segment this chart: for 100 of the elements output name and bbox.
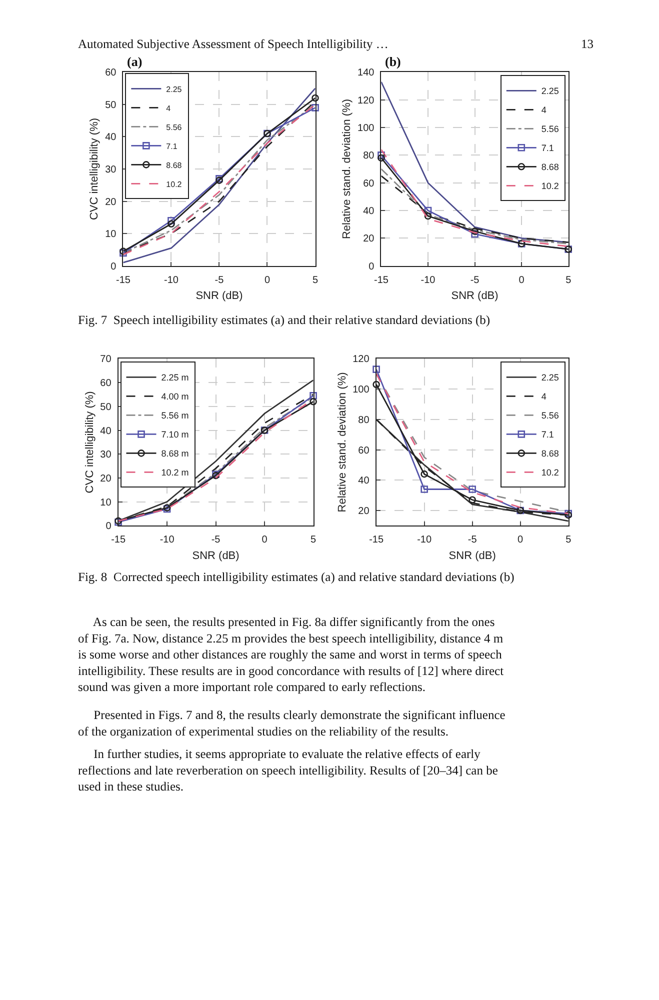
legend-label: 10.2 [166,180,182,189]
y-axis-title: Relative stand. deviation (%) [341,99,354,240]
point [424,206,432,214]
y-tick-label: 0 [368,261,375,272]
x-tick-label: 0 [262,534,268,546]
legend-label: 2.25 [541,86,559,96]
x-tick-label: -10 [160,534,175,546]
x-tick-label: -10 [420,274,436,286]
y-tick-label: 120 [358,95,375,106]
x-tick-label: 5 [312,274,318,286]
legend-label: 10.2 m [161,468,189,478]
legend-label: 5.56 [541,410,559,421]
point [424,212,432,220]
y-tick-label: 60 [100,378,112,390]
x-axis-title: SNR (dB) [192,550,240,562]
text: Automated Subjective Assessment of Speech Intelligibility … [78,37,388,51]
y-tick-label: 100 [358,123,375,134]
point [310,398,317,406]
x-tick-label: -5 [214,274,224,286]
x-axis-title: SNR (dB) [448,550,496,562]
legend-label: 2.25 [541,372,559,383]
legend-label: 10.2 [541,468,559,478]
y-tick-label: 40 [105,132,117,144]
y-tick-label: 20 [358,506,370,517]
legend-label: 8.68 [166,160,182,170]
x-tick-label: -5 [470,274,480,286]
x-tick-label: -10 [164,274,179,286]
y-tick-label: 140 [358,68,375,79]
y-tick-label: 40 [363,206,375,218]
x-tick-label: 5 [310,534,317,546]
y-tick-label: 50 [105,100,117,111]
y-tick-label: 40 [100,426,112,437]
text: In further studies, it seems appropriate to evaluate the relative effects of early reflections and late reverberation on speech intelligibility. Results of [20–34] can be used in these studies. [78,747,498,794]
legend-label: 7.1 [166,142,178,151]
x-tick-label: 5 [566,274,572,286]
point [372,380,380,388]
x-axis-title: SNR (dB) [451,290,498,302]
caption: Fig. 7 Speech intelligibility estimates (a) and their relative standard deviations (b) [78,313,490,327]
x-tick-label: -10 [417,534,432,546]
x-tick-label: -15 [369,534,384,546]
legend-label: 5.56 [166,122,182,132]
x-tick-label: 5 [566,534,572,546]
point [468,486,476,493]
point [310,392,317,400]
point [372,366,380,373]
legend-label: 4 [541,392,546,402]
y-tick-label: 100 [352,384,370,396]
chart-title: (b) [385,54,401,69]
y-tick-label: 60 [363,178,375,190]
legend-label: 7.1 [541,143,554,154]
point [168,216,175,224]
y-axis-title: CVC intelligibility (%) [84,391,96,494]
y-tick-label: 80 [358,414,370,426]
text: Presented in Figs. 7 and 8, the results clearly demonstrate the significant influence of the organization of experimental studies on the reliability of the results. [78,708,506,738]
chart-title: (a) [127,54,142,69]
x-tick-label: -5 [211,534,221,546]
legend-label: 10.2 [541,181,559,192]
point [471,230,478,238]
caption: Fig. 8 Corrected speech intelligibility estimates (a) and relative standard deviations (b) [78,570,514,584]
point [471,228,478,235]
y-tick-label: 40 [358,476,370,487]
x-tick-label: 0 [264,274,270,286]
y-axis-title: Relative stand. deviation (%) [336,372,348,512]
y-axis-title: CVC intelligibility (%) [88,118,101,220]
point [420,470,428,478]
y-tick-label: 10 [105,229,117,240]
y-tick-label: 60 [105,68,117,79]
y-tick-label: 0 [106,521,112,532]
y-tick-label: 0 [110,261,117,272]
point [420,486,428,493]
y-tick-label: 30 [105,164,117,176]
y-tick-label: 80 [363,150,375,162]
legend-label: 4 [541,105,546,116]
y-tick-label: 20 [363,234,375,245]
point [312,104,319,112]
text: 13 [581,37,594,51]
point [468,496,476,504]
legend-label: 4.00 m [161,392,189,402]
y-tick-label: 20 [105,196,117,208]
x-axis-title: SNR (dB) [196,290,243,302]
y-tick-label: 120 [352,354,370,366]
legend-label: 8.68 m [161,448,189,459]
legend-label: 7.10 m [161,430,189,440]
point [378,152,385,159]
x-tick-label: -15 [374,274,389,286]
y-tick-label: 70 [100,354,112,366]
x-tick-label: -15 [116,274,131,286]
y-tick-label: 30 [100,450,112,461]
y-tick-label: 50 [100,402,112,413]
point [312,94,319,102]
x-tick-label: 0 [518,274,525,286]
legend-label: 2.25 m [161,372,189,383]
legend-label: 8.68 [541,162,559,172]
legend-label: 8.68 [541,448,559,459]
y-tick-label: 10 [100,497,112,508]
x-tick-label: -5 [468,534,478,546]
legend-label: 5.56 m [161,410,189,421]
point [378,154,385,162]
x-tick-label: 0 [518,534,524,546]
x-tick-label: -15 [111,534,126,546]
